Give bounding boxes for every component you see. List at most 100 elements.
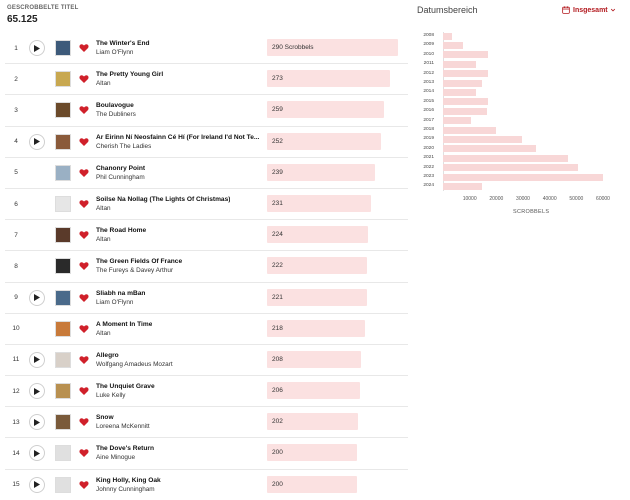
track-artist[interactable]: Liam O'Flynn: [96, 49, 134, 56]
track-row[interactable]: 13 Snow Loreena McKennitt 202: [5, 407, 408, 439]
scrobble-bar[interactable]: 239: [267, 163, 407, 181]
play-button[interactable]: [29, 414, 45, 431]
track-title[interactable]: The Green Fields Of France: [96, 258, 183, 266]
track-row[interactable]: 1 The Winter's End Liam O'Flynn 290 Scrobbe…: [5, 33, 408, 65]
heart-icon[interactable]: [79, 355, 89, 365]
play-button[interactable]: [29, 476, 45, 493]
heart-icon[interactable]: [79, 105, 89, 115]
track-artist[interactable]: Loreena McKennitt: [96, 423, 150, 431]
track-artist[interactable]: Altan: [96, 236, 111, 244]
album-cover[interactable]: [55, 289, 71, 306]
year-bar[interactable]: [443, 154, 569, 162]
album-cover[interactable]: [55, 383, 71, 400]
year-bar[interactable]: [443, 107, 487, 115]
play-button[interactable]: [29, 133, 45, 150]
track-artist[interactable]: Altan: [96, 329, 111, 337]
album-cover[interactable]: [55, 476, 71, 493]
year-bar[interactable]: [443, 117, 471, 125]
album-cover[interactable]: [55, 351, 71, 368]
play-button[interactable]: [29, 383, 45, 400]
track-artist[interactable]: Phil Cunningham: [96, 173, 145, 181]
heart-icon[interactable]: [79, 137, 89, 147]
track-title[interactable]: Soilse Na Nollag (The Lights Of Christma…: [96, 195, 231, 203]
track-title[interactable]: Sliabh na mBan: [96, 289, 146, 297]
album-cover[interactable]: [55, 258, 71, 275]
play-button[interactable]: [29, 351, 45, 368]
track-artist[interactable]: The Fureys & Davey Arthur: [96, 267, 174, 275]
year-bar[interactable]: [443, 126, 497, 134]
scrobble-bar[interactable]: 218: [267, 319, 407, 337]
track-artist[interactable]: Liam O'Flynn: [96, 298, 134, 306]
year-bar[interactable]: [443, 135, 522, 143]
year-bar[interactable]: [443, 145, 537, 153]
heart-icon[interactable]: [79, 230, 89, 240]
heart-icon[interactable]: [79, 261, 89, 271]
track-row[interactable]: 8 The Green Fields Of France The Fureys & …: [5, 251, 408, 283]
track-artist[interactable]: Aine Minogue: [96, 454, 136, 462]
track-row[interactable]: 6 Soilse Na Nollag (The Lights Of Christm…: [5, 189, 408, 221]
track-artist[interactable]: The Dubliners: [96, 111, 136, 119]
scrobble-bar[interactable]: 259: [267, 101, 407, 119]
year-bar[interactable]: [443, 60, 477, 68]
scrobble-bar[interactable]: 252: [267, 132, 407, 150]
year-bar[interactable]: [443, 32, 453, 40]
scrobble-bar[interactable]: 208: [267, 350, 407, 368]
album-cover[interactable]: [55, 414, 71, 431]
album-cover[interactable]: [55, 102, 71, 119]
track-artist[interactable]: Wolfgang Amadeus Mozart: [96, 360, 173, 368]
track-title[interactable]: A Moment In Time: [96, 320, 153, 328]
track-row[interactable]: 2 The Pretty Young Girl Altan 273: [5, 64, 408, 96]
heart-icon[interactable]: [79, 293, 89, 303]
scrobble-bar[interactable]: 206: [267, 382, 407, 400]
scrobble-bar[interactable]: 290 Scrobbels: [267, 39, 407, 56]
track-row[interactable]: 15 King Holly, King Oak Johnny Cunningham 2…: [5, 470, 408, 500]
scrobble-bar[interactable]: 231: [267, 194, 407, 212]
scrobble-bar[interactable]: 224: [267, 226, 407, 244]
play-button[interactable]: [29, 445, 45, 462]
track-title[interactable]: King Holly, King Oak: [96, 476, 161, 484]
year-bar[interactable]: [443, 79, 482, 87]
album-cover[interactable]: [55, 133, 71, 150]
track-row[interactable]: 5 Chanonry Point Phil Cunningham 239: [5, 158, 408, 189]
heart-icon[interactable]: [79, 448, 89, 458]
track-title[interactable]: The Dove's Return: [96, 445, 154, 453]
year-bar[interactable]: [443, 164, 578, 172]
track-row[interactable]: 12 The Unquiet Grave Luke Kelly 206: [5, 376, 408, 408]
track-title[interactable]: Chanonry Point: [96, 164, 146, 172]
track-row[interactable]: 11 Allegro Wolfgang Amadeus Mozart 208: [5, 345, 408, 377]
year-bar[interactable]: [443, 173, 603, 181]
track-row[interactable]: 3 Boulavogue The Dubliners 259: [5, 95, 408, 127]
heart-icon[interactable]: [79, 43, 89, 53]
track-artist[interactable]: Johnny Cunningham: [96, 485, 155, 493]
track-title[interactable]: The Winter's End: [96, 40, 150, 47]
scrobble-bar[interactable]: 200: [267, 444, 407, 462]
track-artist[interactable]: Luke Kelly: [96, 392, 126, 400]
play-button[interactable]: [29, 289, 45, 306]
year-bar[interactable]: [443, 98, 489, 106]
heart-icon[interactable]: [79, 480, 89, 490]
heart-icon[interactable]: [79, 199, 89, 209]
album-cover[interactable]: [55, 227, 71, 244]
track-row[interactable]: 10 A Moment In Time Altan 218: [5, 314, 408, 345]
year-bar[interactable]: [443, 70, 489, 78]
track-title[interactable]: Boulavogue: [96, 102, 134, 110]
track-row[interactable]: 4 Ar Éirinn Ní Neosfainn Cé Hí (For Irela…: [5, 127, 408, 158]
year-bar[interactable]: [443, 182, 482, 190]
track-title[interactable]: Snow: [96, 414, 114, 422]
heart-icon[interactable]: [79, 324, 89, 334]
track-title[interactable]: The Road Home: [96, 227, 147, 235]
track-artist[interactable]: Cherish The Ladies: [96, 142, 152, 150]
play-button[interactable]: [29, 40, 45, 56]
track-title[interactable]: The Pretty Young Girl: [96, 71, 164, 79]
heart-icon[interactable]: [79, 386, 89, 396]
track-artist[interactable]: Altan: [96, 204, 111, 212]
heart-icon[interactable]: [79, 168, 89, 178]
scrobble-bar[interactable]: 221: [267, 288, 407, 306]
scrobble-bar[interactable]: 200: [267, 475, 407, 493]
track-title[interactable]: The Unquiet Grave: [96, 383, 155, 391]
album-cover[interactable]: [55, 445, 71, 462]
album-cover[interactable]: [55, 71, 71, 88]
scrobble-bar[interactable]: 273: [267, 70, 407, 88]
heart-icon[interactable]: [79, 74, 89, 84]
track-artist[interactable]: Altan: [96, 80, 111, 88]
